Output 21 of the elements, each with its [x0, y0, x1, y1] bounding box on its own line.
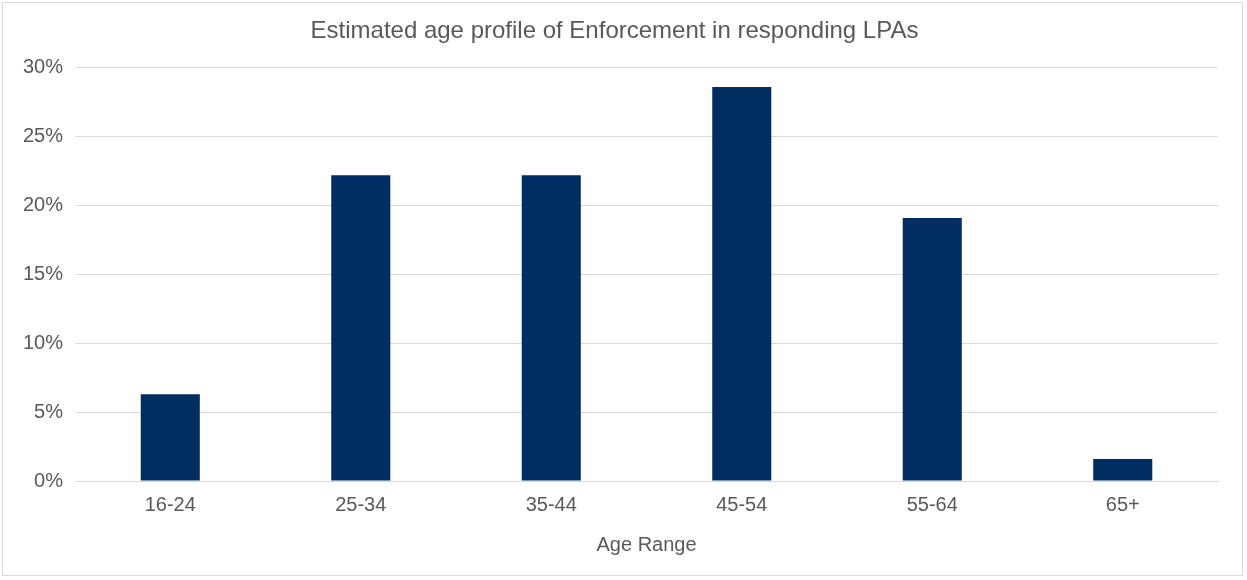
bar: [331, 175, 391, 481]
y-tick-label: 15%: [23, 261, 64, 284]
x-tick-label: 45-54: [716, 492, 768, 515]
bar: [521, 175, 581, 481]
bar: [902, 217, 962, 481]
y-tick-label: 0%: [34, 468, 64, 491]
x-tick-label: 65+: [1105, 492, 1140, 515]
y-tick-label: 25%: [23, 124, 64, 147]
y-tick-label: 30%: [23, 55, 64, 78]
y-tick-label: 20%: [23, 193, 64, 216]
x-axis-title: Age Range: [596, 532, 697, 555]
bar: [1093, 458, 1153, 481]
bar: [712, 87, 772, 481]
x-tick-label: 16-24: [144, 492, 196, 515]
x-tick-label: 35-44: [525, 492, 577, 515]
bar: [140, 394, 200, 481]
x-tick-label: 25-34: [335, 492, 387, 515]
x-tick-label: 55-64: [906, 492, 958, 515]
y-tick-label: 10%: [23, 330, 64, 353]
y-tick-label: 5%: [34, 399, 64, 422]
chart-title: Estimated age profile of Enforcement in responding LPAs: [310, 16, 919, 44]
